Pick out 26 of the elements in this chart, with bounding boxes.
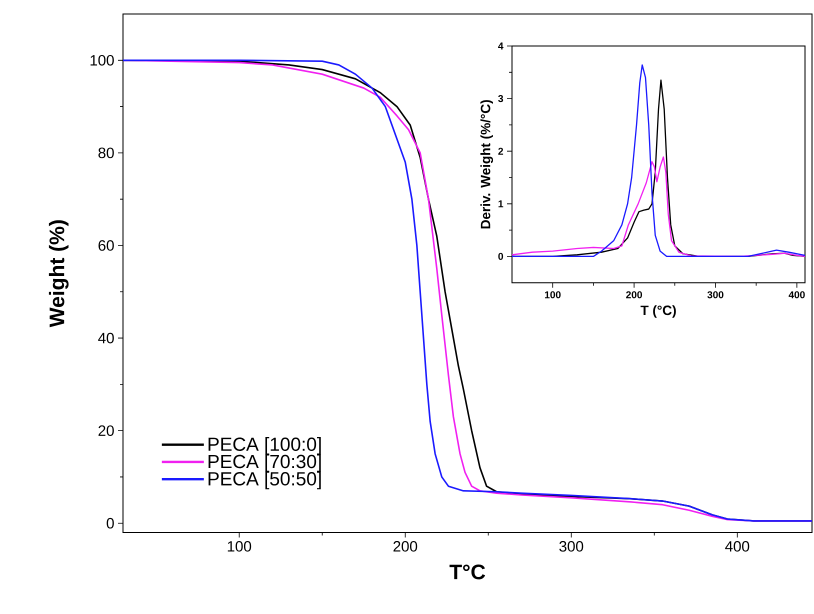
y-tick-label: 0 xyxy=(106,518,114,529)
y-tick-label: 20 xyxy=(98,425,114,436)
y-axis-title: Weight (%) xyxy=(48,220,69,328)
x-tick-label: 300 xyxy=(559,541,584,552)
legend-label: PECA [70:30] xyxy=(208,454,321,472)
y-tick-label: 2 xyxy=(498,148,504,155)
y-tick-label: 1 xyxy=(498,200,504,208)
x-axis-title: T°C xyxy=(450,564,486,580)
x-tick-label: 100 xyxy=(228,541,252,552)
x-tick-label: 400 xyxy=(725,541,750,552)
y-axis-title: Deriv. Weight (%/°C) xyxy=(480,100,494,228)
legend-label: PECA [100:0] xyxy=(208,437,321,455)
x-axis-title: T (°C) xyxy=(640,305,676,318)
x-tick-label: 100 xyxy=(544,291,561,298)
y-tick-label: 4 xyxy=(498,42,504,50)
x-tick-label: 300 xyxy=(707,291,724,298)
x-tick-label: 400 xyxy=(788,291,805,298)
x-tick-label: 200 xyxy=(626,291,642,298)
y-tick-label: 40 xyxy=(98,332,114,344)
y-tick-label: 80 xyxy=(98,148,114,158)
y-tick-label: 60 xyxy=(98,240,114,251)
y-tick-label: 100 xyxy=(90,54,114,66)
legend-label: PECA [50:50] xyxy=(208,472,321,490)
y-tick-label: 0 xyxy=(498,252,504,260)
y-tick-label: 3 xyxy=(498,95,504,102)
x-tick-label: 200 xyxy=(393,541,418,552)
